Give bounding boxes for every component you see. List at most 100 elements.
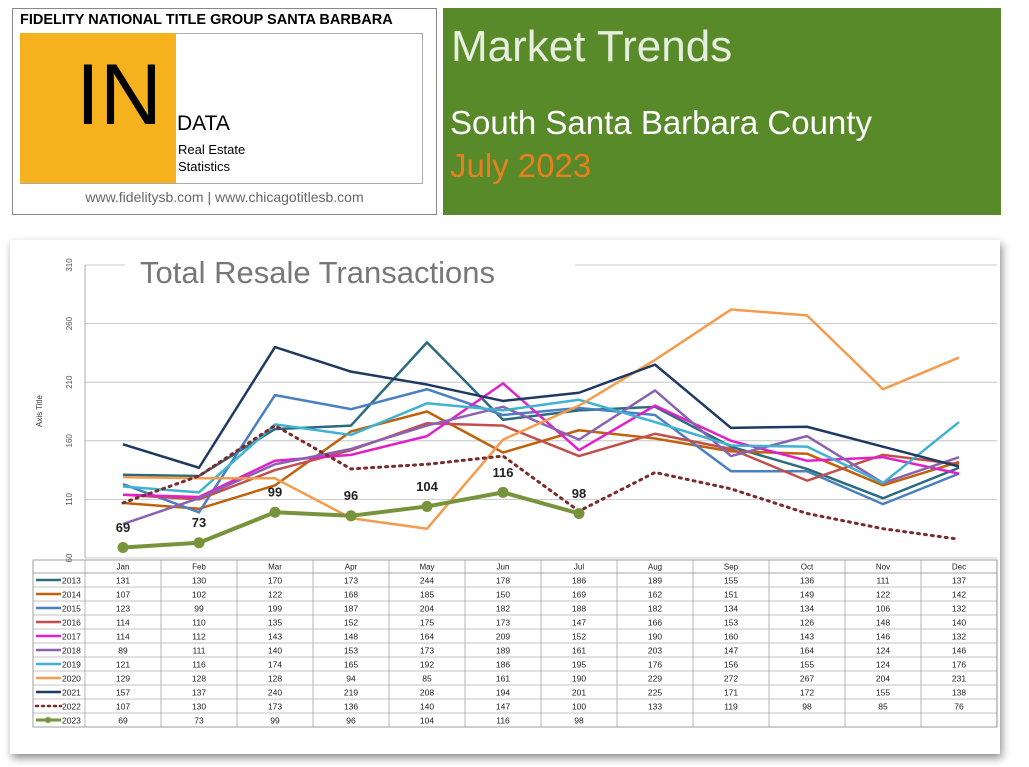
table-cell: 192: [420, 659, 434, 669]
table-cell: 166: [648, 617, 662, 627]
x-tick-label: Jan: [117, 563, 130, 572]
table-cell: 161: [572, 645, 586, 655]
point: [193, 537, 205, 549]
table-cell: 225: [648, 687, 662, 697]
table-cell: 189: [496, 645, 510, 655]
table-cell: 137: [192, 687, 206, 697]
table-cell: 122: [268, 589, 282, 599]
table-frame: [32, 559, 998, 728]
table-cell: 161: [496, 673, 510, 683]
x-tick-label: Jul: [574, 563, 584, 572]
logo-yellow: [20, 33, 176, 183]
legend-label: 2020: [62, 673, 81, 683]
websites: www.fidelitysb.com | www.chicagotitlesb.…: [85, 189, 364, 205]
table-cell: 119: [724, 701, 738, 711]
table-cell: 136: [344, 701, 358, 711]
table-cell: 134: [724, 603, 738, 613]
logo-box: [12, 8, 437, 215]
subtitle: Real Estate: [178, 142, 246, 157]
table-cell: 126: [800, 617, 814, 627]
x-tick-label: Aug: [648, 563, 662, 572]
table-cell: 152: [572, 631, 586, 641]
table-cell: 94: [346, 673, 356, 683]
table-cell: 267: [800, 673, 814, 683]
region: South Santa Barbara County: [450, 104, 872, 141]
table-cell: 152: [344, 617, 358, 627]
table-cell: 132: [952, 603, 966, 613]
table-cell: 136: [800, 575, 814, 585]
table-cell: 146: [876, 631, 890, 641]
table-cell: 85: [878, 701, 888, 711]
table-cell: 129: [116, 673, 130, 683]
table-cell: 204: [420, 603, 434, 613]
legend-label: 2021: [62, 687, 81, 697]
legend-label: 2023: [62, 715, 81, 725]
table-cell: 169: [572, 589, 586, 599]
legend-label: 2019: [62, 659, 81, 669]
table-cell: 149: [800, 589, 814, 599]
x-tick-label: Apr: [345, 563, 358, 572]
table-cell: 162: [648, 589, 662, 599]
table-cell: 137: [952, 575, 966, 585]
table-cell: 174: [268, 659, 282, 669]
table-cell: 142: [952, 589, 966, 599]
y-tick-label: 210: [65, 375, 74, 389]
table-cell: 130: [192, 701, 206, 711]
table-cell: 229: [648, 673, 662, 683]
table-cell: 111: [193, 645, 206, 655]
point: [497, 486, 509, 498]
table-cell: 173: [420, 645, 434, 655]
table-cell: 122: [876, 589, 890, 599]
table-cell: 172: [800, 687, 814, 697]
table-cell: 173: [344, 575, 358, 585]
table-cell: 85: [422, 673, 432, 683]
table-cell: 219: [344, 687, 358, 697]
table-cell: 124: [876, 659, 890, 669]
x-tick-label: Sep: [724, 563, 739, 572]
y-tick-label: 160: [65, 434, 74, 448]
table-cell: 99: [270, 715, 280, 725]
table-cell: 151: [724, 589, 738, 599]
table-cell: 190: [572, 673, 586, 683]
legend-label: 2022: [62, 701, 81, 711]
data-label: 96: [344, 488, 358, 503]
table-cell: 147: [496, 701, 510, 711]
table-cell: 116: [496, 715, 510, 725]
point: [117, 541, 129, 553]
table-cell: 128: [268, 673, 282, 683]
data-label: 69: [116, 520, 130, 535]
x-tick-label: Jun: [497, 563, 510, 572]
table-cell: 173: [268, 701, 282, 711]
x-tick-label: Feb: [192, 563, 206, 572]
table-cell: 165: [344, 659, 358, 669]
table-cell: 134: [800, 603, 814, 613]
table-cell: 175: [420, 617, 434, 627]
legend-label: 2015: [62, 603, 81, 613]
logo-small: DATA: [177, 112, 230, 135]
table-cell: 240: [268, 687, 282, 697]
table-cell: 171: [724, 687, 738, 697]
table-cell: 203: [648, 645, 662, 655]
table-cell: 173: [496, 617, 510, 627]
table-cell: 73: [194, 715, 204, 725]
point: [421, 500, 433, 512]
data-label: 73: [192, 515, 206, 530]
table-cell: 143: [268, 631, 282, 641]
table-cell: 76: [954, 701, 964, 711]
table-cell: 121: [116, 659, 130, 669]
table-cell: 164: [420, 631, 434, 641]
table-cell: 160: [724, 631, 738, 641]
point: [345, 510, 357, 522]
table-cell: 178: [496, 575, 510, 585]
table-cell: 195: [572, 659, 586, 669]
table-cell: 272: [724, 673, 738, 683]
table-cell: 110: [192, 617, 206, 627]
table-cell: 244: [420, 575, 434, 585]
table-cell: 69: [118, 715, 128, 725]
legend-label: 2016: [62, 617, 81, 627]
table-cell: 189: [648, 575, 662, 585]
table-cell: 133: [648, 701, 662, 711]
legend-label: 2013: [62, 575, 81, 585]
series-line: [122, 421, 960, 501]
